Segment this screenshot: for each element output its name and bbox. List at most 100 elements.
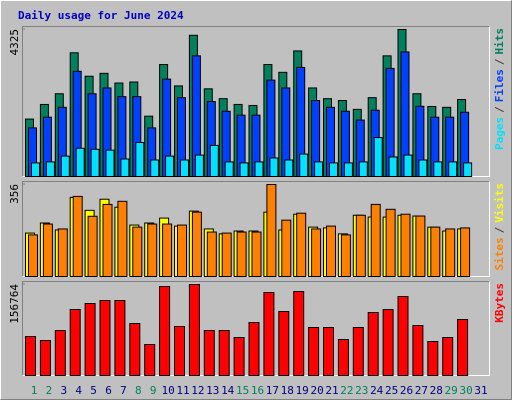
bar — [373, 137, 383, 177]
panel-bevel — [22, 26, 490, 177]
x-tick-label: 2 — [46, 384, 53, 397]
bar — [188, 284, 200, 376]
x-tick-label: 17 — [266, 384, 279, 397]
panel-bevel — [22, 181, 490, 277]
bar — [326, 225, 336, 277]
bar — [397, 296, 409, 377]
bar — [165, 155, 175, 177]
bar — [269, 157, 279, 178]
bar — [39, 340, 51, 376]
bar — [60, 155, 70, 177]
bar — [284, 159, 294, 178]
bar — [69, 308, 81, 376]
legend-entry: Pages — [493, 117, 506, 150]
bar — [278, 311, 290, 377]
bar — [382, 308, 394, 376]
bar — [132, 226, 143, 277]
bar — [233, 337, 245, 376]
bar — [299, 153, 309, 177]
bar — [388, 156, 398, 178]
bar — [448, 161, 458, 177]
bar — [84, 303, 96, 376]
chart-title: Daily usage for June 2024 — [18, 9, 184, 22]
bar — [418, 159, 428, 178]
bar — [412, 325, 424, 376]
y-tick-label: 356 — [8, 184, 21, 204]
x-tick-label: 27 — [415, 384, 428, 397]
bar — [427, 341, 439, 376]
x-tick-label: 18 — [281, 384, 294, 397]
bar — [296, 212, 307, 277]
bar — [385, 208, 396, 277]
bar — [311, 228, 322, 277]
bar — [194, 154, 204, 177]
x-tick-label: 3 — [60, 384, 67, 397]
legend-entry: Hits — [493, 28, 506, 55]
x-tick-label: 23 — [355, 384, 368, 397]
bar — [266, 184, 277, 277]
bar — [54, 330, 66, 377]
bar — [445, 228, 456, 277]
x-tick-label: 1 — [31, 384, 38, 397]
x-tick-label: 12 — [191, 384, 204, 397]
bar — [135, 142, 145, 178]
bar — [343, 162, 353, 177]
x-tick-label: 6 — [105, 384, 112, 397]
x-tick-label: 26 — [400, 384, 413, 397]
bar — [75, 147, 85, 178]
bar — [248, 322, 260, 376]
bar — [174, 326, 185, 376]
x-tick-label: 28 — [430, 384, 443, 397]
bar — [191, 211, 202, 277]
x-tick-label: 5 — [90, 384, 97, 397]
bar — [162, 223, 173, 277]
legend-entry: Visits — [493, 183, 506, 223]
legend: Pages / Files / Hits — [493, 28, 506, 150]
x-tick-label: 20 — [310, 384, 323, 397]
x-tick-label: 8 — [135, 384, 142, 397]
x-tick-label: 25 — [385, 384, 398, 397]
bar — [180, 159, 189, 178]
x-tick-label: 10 — [161, 384, 174, 397]
bar — [221, 232, 232, 278]
bar — [254, 161, 264, 177]
x-tick-label: 16 — [251, 384, 264, 397]
bar — [433, 161, 443, 177]
bar — [370, 203, 381, 277]
x-tick-label: 24 — [370, 384, 384, 397]
legend-entry: Files — [493, 69, 506, 102]
bar — [400, 213, 411, 277]
x-tick-label: 9 — [150, 384, 157, 397]
bar — [177, 224, 187, 277]
bar — [352, 326, 364, 376]
bar — [239, 162, 249, 177]
bar — [218, 330, 230, 377]
bar — [337, 339, 349, 376]
bar — [403, 154, 413, 177]
x-tick-label: 7 — [120, 384, 127, 397]
bar — [102, 203, 113, 277]
bar — [25, 335, 36, 377]
bar — [367, 311, 379, 377]
bar — [209, 144, 219, 177]
bar — [203, 330, 215, 377]
legend-separator: / — [493, 106, 506, 113]
bar — [42, 223, 53, 277]
x-tick-label: 30 — [459, 384, 472, 397]
bar — [236, 231, 247, 278]
bar — [90, 148, 100, 178]
y-tick-label: 4325 — [8, 29, 21, 56]
x-tick-label: 19 — [296, 384, 309, 397]
bar — [72, 195, 83, 277]
bar — [463, 162, 473, 177]
bar — [105, 149, 115, 178]
x-tick-label: 22 — [340, 384, 353, 397]
bar — [358, 161, 368, 177]
legend-separator: / — [493, 58, 506, 65]
y-tick-label: 156764 — [8, 284, 21, 324]
bar — [314, 161, 324, 177]
x-tick-label: 4 — [75, 384, 82, 397]
x-tick-label: 29 — [445, 384, 458, 397]
